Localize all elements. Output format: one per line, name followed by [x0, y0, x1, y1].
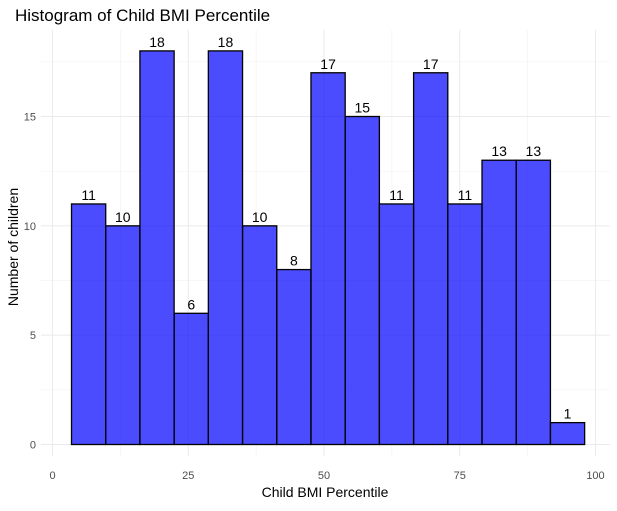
x-tick-label-50: 50: [318, 470, 330, 482]
bar-count-label-8: 17: [320, 56, 336, 72]
x-tick-label-75: 75: [454, 470, 466, 482]
x-tick-labels: 0 25 50 75 100: [49, 470, 604, 482]
bar-count-label-15: 1: [564, 406, 572, 422]
x-tick-label-0: 0: [49, 470, 55, 482]
y-tick-label-10: 10: [24, 221, 36, 233]
histogram-bar-14: [515, 159, 552, 446]
y-tick-label-5: 5: [30, 330, 36, 342]
histogram-bar-3: [139, 50, 175, 446]
y-axis-title: Number of children: [5, 188, 21, 306]
histogram-bar-8: [310, 72, 346, 446]
histogram-bar-9: [344, 115, 381, 446]
histogram-bar-2: [105, 225, 141, 446]
bar-count-label-6: 10: [252, 209, 268, 225]
histogram-bar-13: [481, 159, 517, 446]
bar-count-label-2: 10: [115, 209, 131, 225]
bar-count-label-1: 11: [81, 187, 96, 203]
histogram-bar-15: [549, 421, 586, 446]
bar-count-label-10: 11: [389, 187, 404, 203]
bar-count-label-7: 8: [290, 253, 298, 269]
y-tick-labels: 0 5 10 15: [24, 112, 36, 452]
x-tick-label-25: 25: [182, 470, 194, 482]
bar-count-label-4: 6: [187, 296, 195, 312]
bar-count-label-3: 18: [149, 34, 165, 50]
histogram-bar-11: [412, 72, 449, 446]
y-tick-label-0: 0: [30, 440, 36, 452]
bar-count-label-9: 15: [354, 100, 370, 116]
histogram-bar-5: [207, 50, 244, 446]
histogram-bar-10: [378, 203, 415, 446]
x-axis-title: Child BMI Percentile: [262, 484, 389, 500]
bar-count-label-13: 13: [491, 143, 507, 159]
bar-count-label-11: 17: [423, 56, 439, 72]
y-tick-label-15: 15: [24, 112, 36, 124]
histogram-bar-1: [70, 203, 107, 446]
histogram-bar-12: [447, 203, 483, 446]
bar-count-label-12: 11: [458, 187, 473, 203]
bar-count-label-5: 18: [218, 34, 234, 50]
x-tick-label-100: 100: [586, 470, 604, 482]
chart-title: Histogram of Child BMI Percentile: [15, 6, 270, 25]
bar-count-label-14: 13: [526, 143, 542, 159]
histogram-bar-6: [241, 225, 278, 446]
histogram-bar-7: [276, 268, 312, 446]
bar-labels-layer: 11 10 18 6 18 10 8 17 15 11 17 11 13 13 1: [81, 34, 571, 422]
histogram-bar-4: [173, 312, 209, 446]
bars-layer: [70, 50, 586, 446]
